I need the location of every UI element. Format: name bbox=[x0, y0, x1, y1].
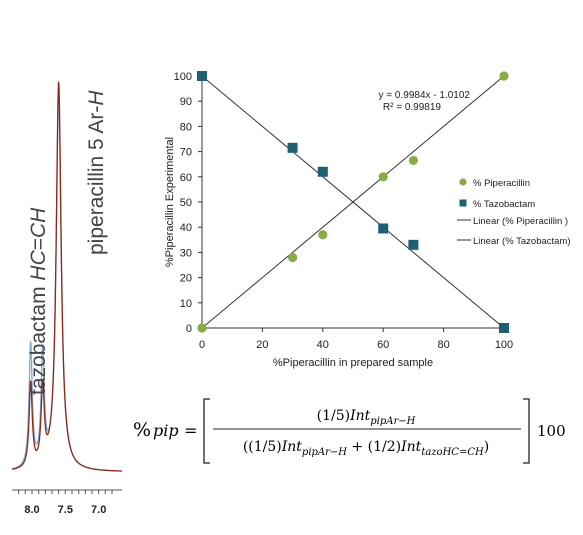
x-tick-label: 60 bbox=[377, 339, 389, 351]
y-tick-label: 100 bbox=[174, 71, 192, 83]
num-sub: pipAr−H bbox=[370, 416, 415, 427]
ppm-axis-ticks: 8.0 7.5 7.0 bbox=[18, 490, 113, 516]
legend-marker-piperacillin bbox=[459, 178, 467, 186]
den-open: ((1/5) bbox=[243, 439, 282, 455]
legend-marker-tazobactam bbox=[459, 199, 467, 207]
y-tick-label: 40 bbox=[180, 222, 192, 234]
point-tazobactam bbox=[317, 166, 328, 177]
ppm-tick-label: 8.0 bbox=[24, 504, 39, 516]
y-tick-label: 10 bbox=[180, 298, 192, 310]
data-points bbox=[197, 71, 509, 333]
formula-numerator: (1/5)IntpipAr−H bbox=[317, 408, 416, 427]
y-tick-label: 50 bbox=[180, 197, 192, 209]
ppm-tick-label: 7.5 bbox=[58, 504, 73, 516]
den-sub2: tazoHC=CH bbox=[421, 447, 484, 458]
point-piperacillin bbox=[318, 230, 328, 240]
calibration-scatter-chart: 0 10 20 30 40 50 60 70 80 90 100 0 20 40 60 80 100 %Pip… bbox=[164, 71, 571, 369]
formula-right-bracket bbox=[523, 398, 530, 464]
x-tick-label: 80 bbox=[437, 339, 449, 351]
num-coef: (1/5) bbox=[317, 408, 350, 424]
y-tick-label: 90 bbox=[180, 96, 192, 108]
trendline-equation: y = 0.9984x - 1.0102 bbox=[379, 90, 471, 101]
nmr-spectrum-chart: 8.0 7.5 7.0 tazobactam HC=CH piperacillin … bbox=[11, 81, 122, 516]
chart-legend: % Piperacillin % Tazobactam Linear (% Pi… bbox=[457, 178, 571, 247]
point-tazobactam bbox=[378, 223, 389, 234]
den-int1: Int bbox=[281, 439, 303, 455]
den-sub1: pipAr−H bbox=[302, 447, 347, 458]
peak-label-piperacillin: piperacillin 5 Ar-H bbox=[85, 90, 108, 255]
peak-label-tazobactam: tazobactam HC=CH bbox=[27, 207, 50, 395]
formula-lhs-var: pip bbox=[153, 421, 179, 440]
formula-equals: = bbox=[184, 421, 197, 440]
y-tick-label: 60 bbox=[180, 172, 192, 184]
den-plus: + (1/2) bbox=[347, 439, 401, 455]
x-tick-label: 0 bbox=[199, 339, 205, 351]
x-axis-ticks: 0 20 40 60 80 100 bbox=[199, 328, 513, 351]
legend-label-piperacillin: % Piperacillin bbox=[473, 178, 530, 189]
num-int: Int bbox=[349, 408, 371, 424]
formula-lhs-percent: % bbox=[133, 419, 151, 441]
den-close: ) bbox=[484, 439, 489, 455]
peak-label-piperacillin-text: piperacillin 5 Ar-H bbox=[85, 90, 108, 255]
den-int2: Int bbox=[400, 439, 422, 455]
formula-denominator: ((1/5)IntpipAr−H + (1/2)InttazoHC=CH) bbox=[243, 439, 489, 458]
trendline-r-squared: R² = 0.99819 bbox=[383, 102, 442, 113]
legend-label-linear-piperacillin: Linear (% Piperacillin ) bbox=[473, 216, 568, 227]
point-tazobactam bbox=[287, 142, 298, 153]
y-axis-ticks: 0 10 20 30 40 50 60 70 80 90 100 bbox=[174, 71, 202, 335]
point-piperacillin bbox=[499, 71, 509, 81]
spectrum-trace-red bbox=[11, 81, 122, 472]
point-piperacillin bbox=[378, 172, 388, 182]
trendlines bbox=[201, 75, 505, 329]
y-tick-label: 0 bbox=[186, 323, 192, 335]
x-tick-label: 20 bbox=[256, 339, 268, 351]
percent-pip-formula: % pip = (1/5)IntpipAr−H ((1/5)IntpipAr−H… bbox=[133, 398, 566, 464]
legend-label-tazobactam: % Tazobactam bbox=[473, 199, 535, 210]
formula-multiplier: 100 bbox=[537, 422, 566, 440]
point-piperacillin bbox=[408, 155, 418, 166]
y-tick-label: 30 bbox=[180, 247, 192, 259]
point-tazobactam bbox=[499, 323, 509, 333]
point-piperacillin bbox=[288, 252, 298, 263]
x-tick-label: 40 bbox=[317, 339, 329, 351]
y-tick-label: 20 bbox=[180, 273, 192, 285]
point-tazobactam bbox=[197, 71, 207, 81]
y-tick-label: 80 bbox=[180, 121, 192, 133]
peak-label-tazobactam-text: tazobactam HC=CH bbox=[27, 207, 50, 395]
legend-label-linear-tazobactam: Linear (% Tazobactam) bbox=[473, 236, 571, 247]
y-tick-label: 70 bbox=[180, 147, 192, 159]
point-tazobactam bbox=[408, 239, 419, 250]
x-axis-label: %Piperacillin in prepared sample bbox=[273, 357, 433, 369]
trendline-tazobactam bbox=[201, 75, 505, 329]
y-axis-label: %Piperacillin Experimental bbox=[164, 137, 176, 267]
x-tick-label: 100 bbox=[495, 339, 513, 351]
spectrum-traces bbox=[11, 81, 122, 472]
formula-left-bracket bbox=[203, 398, 210, 464]
ppm-tick-label: 7.0 bbox=[91, 504, 106, 516]
point-piperacillin bbox=[197, 323, 207, 333]
